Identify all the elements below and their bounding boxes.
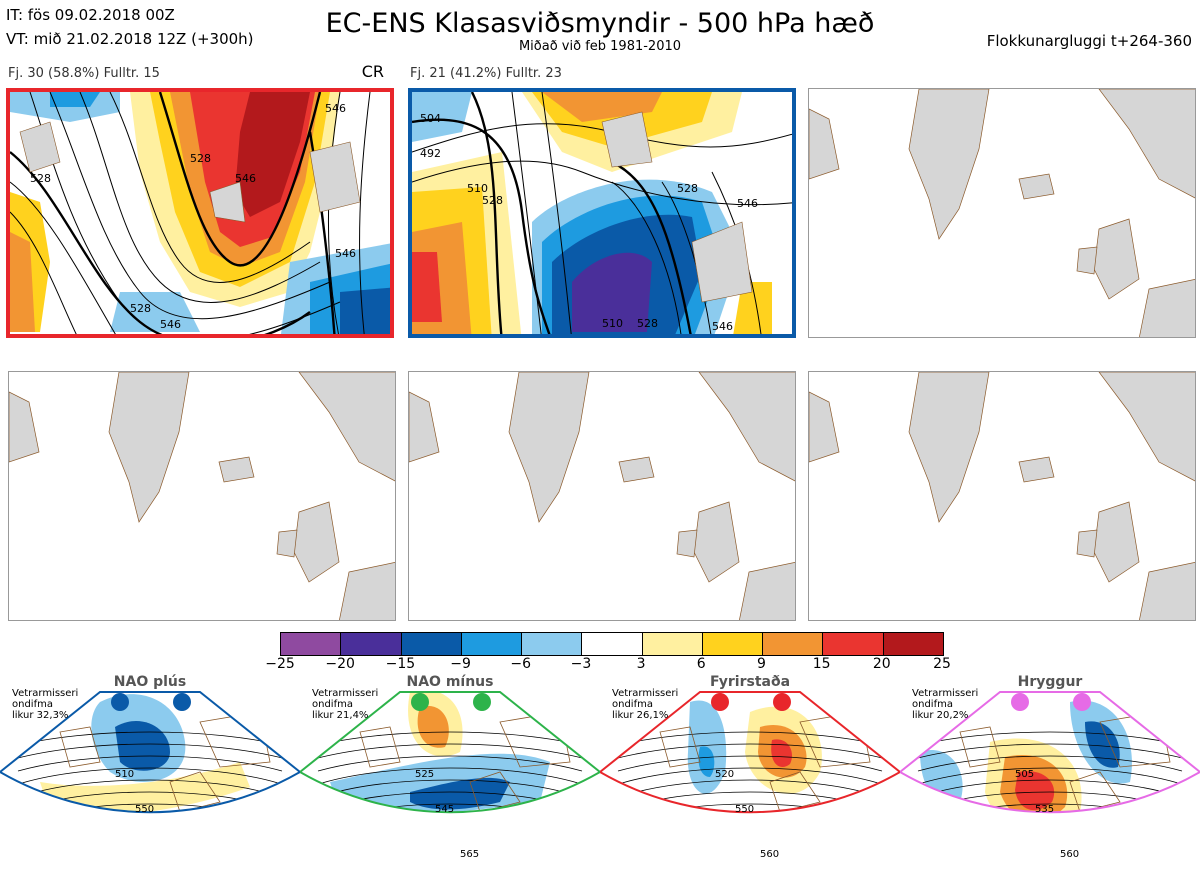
contour-label: 510 bbox=[602, 317, 623, 330]
regime-contour-label: 525 bbox=[415, 769, 434, 780]
color-bar-swatch bbox=[461, 633, 523, 655]
empty-panel-6 bbox=[808, 371, 1196, 621]
regime-panel: 520 550 560 Fyrirstaða Vetrarmisseri ondifma… bbox=[600, 672, 900, 871]
contour-label: 504 bbox=[420, 112, 441, 125]
color-bar-tick: −3 bbox=[570, 656, 592, 672]
regime-info: likur 26,1% bbox=[612, 710, 669, 721]
regime-name: Fyrirstaða bbox=[709, 674, 791, 690]
contour-label: 546 bbox=[160, 318, 181, 331]
regime-marker bbox=[1073, 693, 1091, 711]
regime-name: NAO mínus bbox=[406, 674, 494, 690]
color-bar-swatch bbox=[582, 633, 643, 655]
color-bar-tick: −6 bbox=[510, 656, 532, 672]
cluster-1-tag: CR bbox=[361, 62, 384, 81]
page-title: EC-ENS Klasasviðsmyndir - 500 hPa hæð bbox=[325, 8, 875, 39]
contour-label: 492 bbox=[420, 147, 441, 160]
color-bar-tick: −15 bbox=[385, 656, 416, 672]
color-bar-tick: −25 bbox=[265, 656, 295, 672]
empty-panel-3 bbox=[808, 88, 1196, 338]
color-bar-swatch bbox=[401, 633, 462, 655]
color-bar-tick: 20 bbox=[872, 656, 891, 672]
contour-label: 528 bbox=[30, 172, 51, 185]
color-bar-tick: 15 bbox=[812, 656, 831, 672]
regime-contour-label: 545 bbox=[435, 804, 454, 815]
regime-contour-label: 550 bbox=[735, 804, 754, 815]
contour-label: 528 bbox=[130, 302, 151, 315]
color-bar-swatch bbox=[522, 633, 583, 655]
cluster-2-label: Fj. 21 (41.2%) Fulltr. 23 bbox=[410, 66, 562, 81]
color-bar bbox=[280, 632, 944, 656]
regime-info: ondifma bbox=[612, 699, 653, 710]
classification-window: Flokkunargluggi t+264-360 bbox=[986, 32, 1192, 50]
contour-label: 546 bbox=[335, 247, 356, 260]
page-subtitle: Miðað við feb 1981-2010 bbox=[518, 39, 682, 54]
color-bar-swatch bbox=[281, 633, 342, 655]
regime-marker bbox=[173, 693, 191, 711]
regime-contour-label: 565 bbox=[460, 849, 479, 860]
regime-name: NAO plús bbox=[113, 674, 187, 690]
regime-info: Vetrarmisseri bbox=[912, 688, 979, 699]
empty-panel-5 bbox=[408, 371, 796, 621]
color-bar-swatch bbox=[702, 633, 764, 655]
regime-contour-label: 505 bbox=[1015, 769, 1034, 780]
regime-contour-label: 520 bbox=[715, 769, 734, 780]
regime-panel: 525 545 565 NAO mínus Vetrarmisseri ondifma l… bbox=[300, 672, 600, 871]
color-bar-tick: 9 bbox=[756, 656, 766, 672]
cluster-panel-2: Fj. 21 (41.2%) Fulltr. 23 bbox=[408, 66, 796, 338]
regime-panel: 505 535 560 Hryggur Vetrarmisseri ondifma lik… bbox=[900, 672, 1200, 871]
regime-name: Hryggur bbox=[1017, 674, 1083, 690]
contour-label: 546 bbox=[325, 102, 346, 115]
regime-info: ondifma bbox=[912, 699, 953, 710]
cluster-2-map: 504 492 510 528 528 546 510 528 546 bbox=[408, 88, 796, 338]
regime-info: likur 32,3% bbox=[12, 710, 69, 721]
color-bar-swatch bbox=[642, 633, 703, 655]
empty-panel-4 bbox=[8, 371, 396, 621]
regime-info: ondifma bbox=[312, 699, 353, 710]
regime-info: ondifma bbox=[12, 699, 53, 710]
contour-label: 546 bbox=[235, 172, 256, 185]
regime-marker bbox=[411, 693, 429, 711]
color-bar-tick: −20 bbox=[325, 656, 355, 672]
contour-label: 528 bbox=[677, 182, 698, 195]
color-bar-tick: 25 bbox=[933, 656, 951, 672]
color-bar-swatch bbox=[763, 633, 824, 655]
regime-info: Vetrarmisseri bbox=[312, 688, 379, 699]
regime-contour-label: 560 bbox=[760, 849, 779, 860]
color-bar-swatch bbox=[883, 633, 943, 655]
valid-time: VT: mið 21.02.2018 12Z (+300h) bbox=[6, 30, 254, 48]
regime-marker bbox=[1011, 693, 1029, 711]
contour-label: 528 bbox=[482, 194, 503, 207]
color-bar-tick: −9 bbox=[450, 656, 471, 672]
regime-info: Vetrarmisseri bbox=[612, 688, 679, 699]
regime-panel: 510 550 NAO plús Vetrarmisseri ondifma likur… bbox=[0, 672, 300, 871]
contour-label: 528 bbox=[637, 317, 658, 330]
regime-marker bbox=[111, 693, 129, 711]
regime-info: likur 20,2% bbox=[912, 710, 969, 721]
cluster-panel-1: Fj. 30 (58.8%) Fulltr. 15 CR bbox=[6, 62, 394, 338]
cluster-1-map: 528 546 528 546 546 528 546 bbox=[6, 88, 394, 338]
contour-label: 546 bbox=[737, 197, 758, 210]
contour-label: 546 bbox=[712, 320, 733, 333]
contour-label: 528 bbox=[190, 152, 211, 165]
regime-info: Vetrarmisseri bbox=[12, 688, 79, 699]
regime-contour-label: 535 bbox=[1035, 804, 1054, 815]
regime-contour-label: 560 bbox=[1060, 849, 1079, 860]
regime-contour-label: 550 bbox=[135, 804, 154, 815]
color-bar-tick: 3 bbox=[636, 656, 646, 672]
color-bar-swatch bbox=[341, 633, 402, 655]
color-bar-swatch bbox=[823, 633, 884, 655]
regime-marker bbox=[711, 693, 729, 711]
init-time: IT: fös 09.02.2018 00Z bbox=[6, 6, 175, 24]
cluster-1-label: Fj. 30 (58.8%) Fulltr. 15 bbox=[8, 66, 160, 81]
contour-label: 510 bbox=[467, 182, 488, 195]
regime-marker bbox=[773, 693, 791, 711]
color-bar-tick: 6 bbox=[696, 656, 706, 672]
regime-contour-label: 510 bbox=[115, 769, 134, 780]
regime-marker bbox=[473, 693, 491, 711]
regime-info: likur 21,4% bbox=[312, 710, 369, 721]
